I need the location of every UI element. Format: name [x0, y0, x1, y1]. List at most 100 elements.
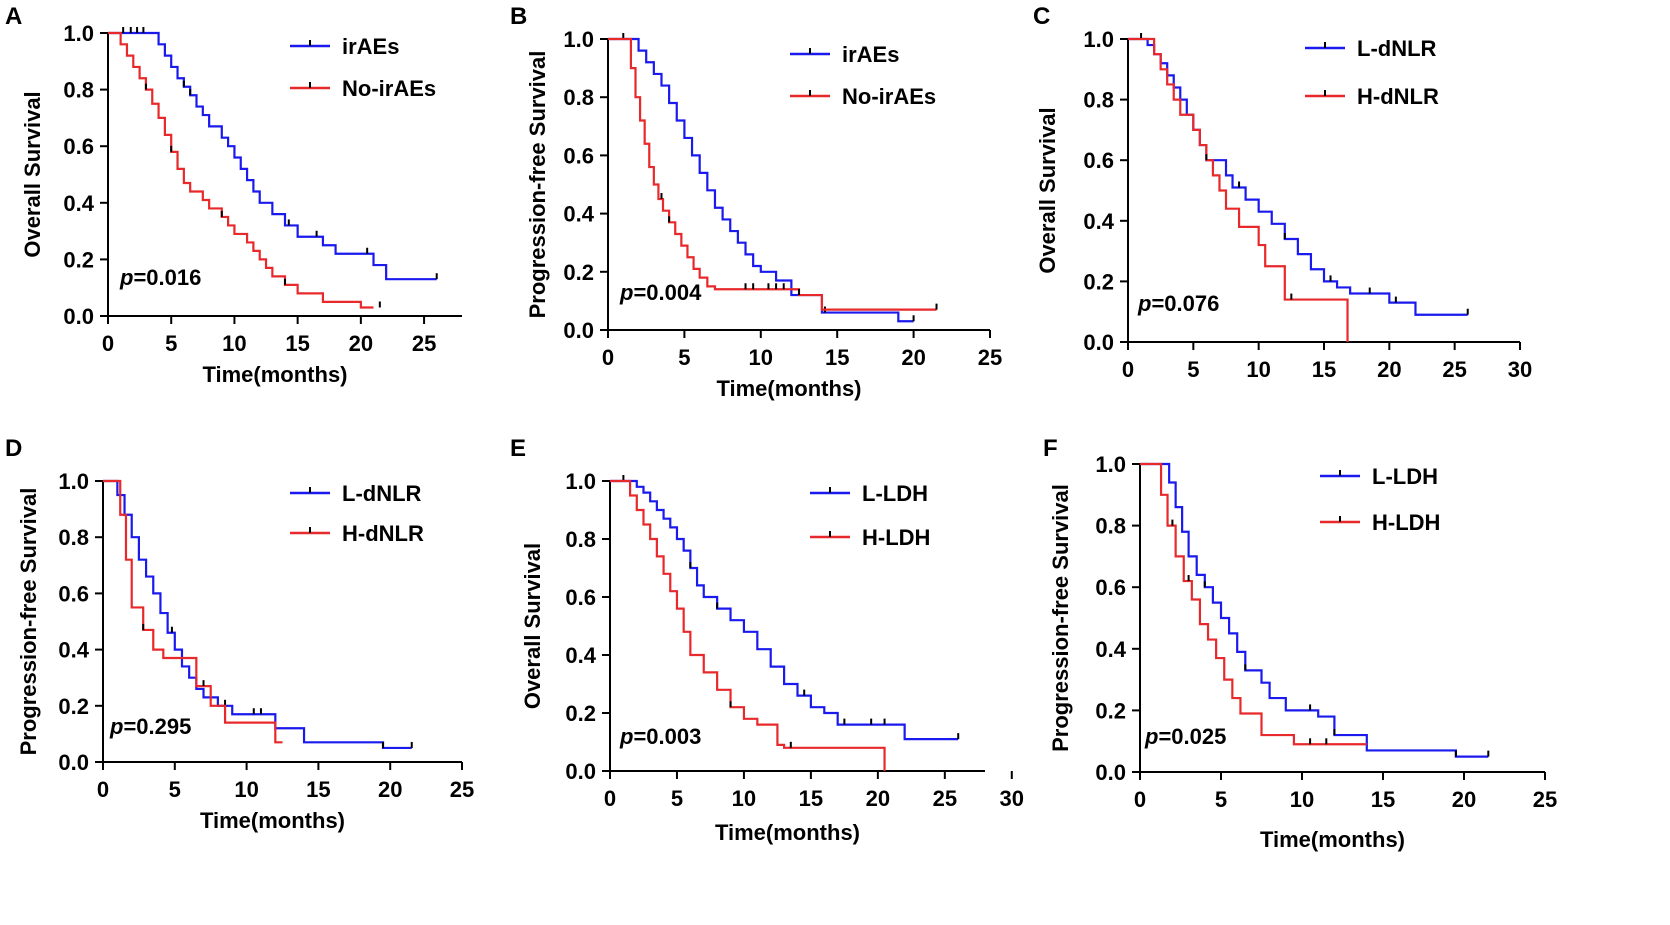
- p-value-number: =0.003: [633, 724, 701, 749]
- p-value-prefix: p: [119, 265, 133, 290]
- p-value: p=0.016: [119, 265, 201, 290]
- x-tick-label: 5: [1215, 787, 1227, 812]
- survival-curve-l-ldh: [610, 479, 959, 741]
- y-tick-label: 0.8: [563, 85, 594, 110]
- x-tick-label: 30: [1000, 786, 1024, 811]
- y-tick-label: 0.2: [58, 694, 89, 719]
- x-axis-label: Time(months): [716, 376, 861, 401]
- y-axis-label: Progression-free Survival: [1048, 484, 1073, 752]
- survival-curve-h-ldh: [1140, 462, 1367, 746]
- x-tick-label: 15: [799, 786, 823, 811]
- x-tick-label: 20: [1377, 357, 1401, 382]
- x-tick-label: 10: [1246, 357, 1270, 382]
- survival-curve-l-ldh: [1140, 462, 1489, 758]
- y-tick-label: 0.4: [1095, 637, 1126, 662]
- y-tick-label: 0.0: [563, 318, 594, 343]
- x-tick-label: 20: [901, 345, 925, 370]
- survival-curve-h-dnlr: [103, 479, 283, 744]
- y-tick-label: 0.2: [63, 247, 94, 272]
- legend-label: H-LDH: [862, 525, 930, 550]
- y-tick-label: 1.0: [63, 21, 94, 46]
- y-tick-label: 1.0: [58, 469, 89, 494]
- x-tick-label: 0: [1134, 787, 1146, 812]
- x-axis-label: Time(months): [200, 808, 345, 833]
- x-tick-label: 30: [1508, 357, 1532, 382]
- x-tick-label: 20: [866, 786, 890, 811]
- y-tick-label: 0.6: [1095, 575, 1126, 600]
- y-tick-label: 0.8: [63, 78, 94, 103]
- x-axis-label: Time(months): [715, 820, 860, 845]
- x-tick-label: 0: [1122, 357, 1134, 382]
- p-value-number: =0.076: [1151, 291, 1219, 316]
- x-tick-label: 25: [933, 786, 957, 811]
- x-tick-label: 25: [450, 777, 474, 802]
- p-value-number: =0.025: [1158, 724, 1226, 749]
- y-tick-label: 0.6: [58, 581, 89, 606]
- legend-label: L-LDH: [1372, 464, 1438, 489]
- panel-a: A 0.0 0.2 0.4 0.6 0.8 1.0 0 5 10 15 20 25 Time(months…: [5, 3, 462, 387]
- panel-e: E 0.0 0.2 0.4 0.6 0.8 1.0 0 5 10 15 20 25 30 Time(mont…: [510, 435, 1024, 845]
- p-value-prefix: p: [619, 724, 633, 749]
- y-tick-label: 0.8: [58, 525, 89, 550]
- x-tick-label: 0: [97, 777, 109, 802]
- y-tick-label: 0.4: [58, 638, 89, 663]
- survival-curve-iraes: [608, 37, 914, 323]
- y-tick-label: 0.6: [563, 143, 594, 168]
- y-tick-label: 0.8: [1095, 514, 1126, 539]
- survival-curve-l-dnlr: [1128, 37, 1468, 316]
- panel-d: D 0.0 0.2 0.4 0.6 0.8 1.0 0 5 10 15 20 25 Time(months…: [5, 435, 474, 833]
- x-tick-label: 25: [1533, 787, 1557, 812]
- panel-letter: B: [510, 3, 527, 30]
- p-value-prefix: p: [619, 280, 633, 305]
- x-tick-label: 20: [1452, 787, 1476, 812]
- x-tick-label: 0: [604, 786, 616, 811]
- y-tick-label: 0.0: [1095, 760, 1126, 785]
- p-value-prefix: p: [1137, 291, 1151, 316]
- panel-letter: A: [5, 3, 22, 30]
- panel-f: F 0.0 0.2 0.4 0.6 0.8 1.0 0 5 10 15 20 25 Time(months…: [1043, 435, 1557, 852]
- y-tick-label: 0.0: [565, 759, 596, 784]
- y-tick-label: 0.6: [63, 134, 94, 159]
- x-tick-label: 5: [671, 786, 683, 811]
- y-tick-label: 0.2: [565, 701, 596, 726]
- x-tick-label: 5: [169, 777, 181, 802]
- p-value: p=0.004: [619, 280, 702, 305]
- y-tick-label: 0.2: [1095, 698, 1126, 723]
- y-axis-label: Overall Survival: [1035, 107, 1060, 273]
- x-tick-label: 20: [349, 331, 373, 356]
- legend-label: L-dNLR: [342, 481, 422, 506]
- x-tick-label: 15: [1312, 357, 1336, 382]
- y-tick-label: 0.6: [1083, 148, 1114, 173]
- y-tick-label: 0.4: [563, 202, 594, 227]
- x-tick-label: 25: [412, 331, 436, 356]
- p-value: p=0.003: [619, 724, 701, 749]
- survival-curve-l-dnlr: [103, 479, 412, 750]
- x-tick-label: 15: [306, 777, 330, 802]
- y-tick-label: 0.6: [565, 585, 596, 610]
- y-tick-label: 0.0: [58, 750, 89, 775]
- y-tick-label: 1.0: [565, 469, 596, 494]
- survival-curve-iraes: [108, 31, 437, 281]
- x-tick-label: 10: [1290, 787, 1314, 812]
- y-tick-label: 0.4: [1083, 209, 1114, 234]
- p-value: p=0.295: [109, 714, 191, 739]
- legend-label: No-irAEs: [842, 84, 936, 109]
- legend-label: L-dNLR: [1357, 36, 1437, 61]
- x-tick-label: 10: [222, 331, 246, 356]
- panel-b: B 0.0 0.2 0.4 0.6 0.8 1.0 0 5 10 15 20 25 Time(months…: [510, 3, 1002, 401]
- x-tick-label: 10: [749, 345, 773, 370]
- x-tick-label: 15: [1371, 787, 1395, 812]
- x-tick-label: 0: [602, 345, 614, 370]
- y-tick-label: 0.2: [1083, 269, 1114, 294]
- x-tick-label: 15: [825, 345, 849, 370]
- p-value-number: =0.295: [123, 714, 191, 739]
- legend-label: irAEs: [842, 42, 899, 67]
- survival-curve-h-ldh: [610, 479, 886, 771]
- y-tick-label: 1.0: [563, 27, 594, 52]
- y-tick-label: 0.4: [63, 191, 94, 216]
- x-tick-label: 20: [378, 777, 402, 802]
- x-tick-label: 5: [165, 331, 177, 356]
- p-value-prefix: p: [109, 714, 123, 739]
- p-value: p=0.025: [1144, 724, 1226, 749]
- x-tick-label: 15: [285, 331, 309, 356]
